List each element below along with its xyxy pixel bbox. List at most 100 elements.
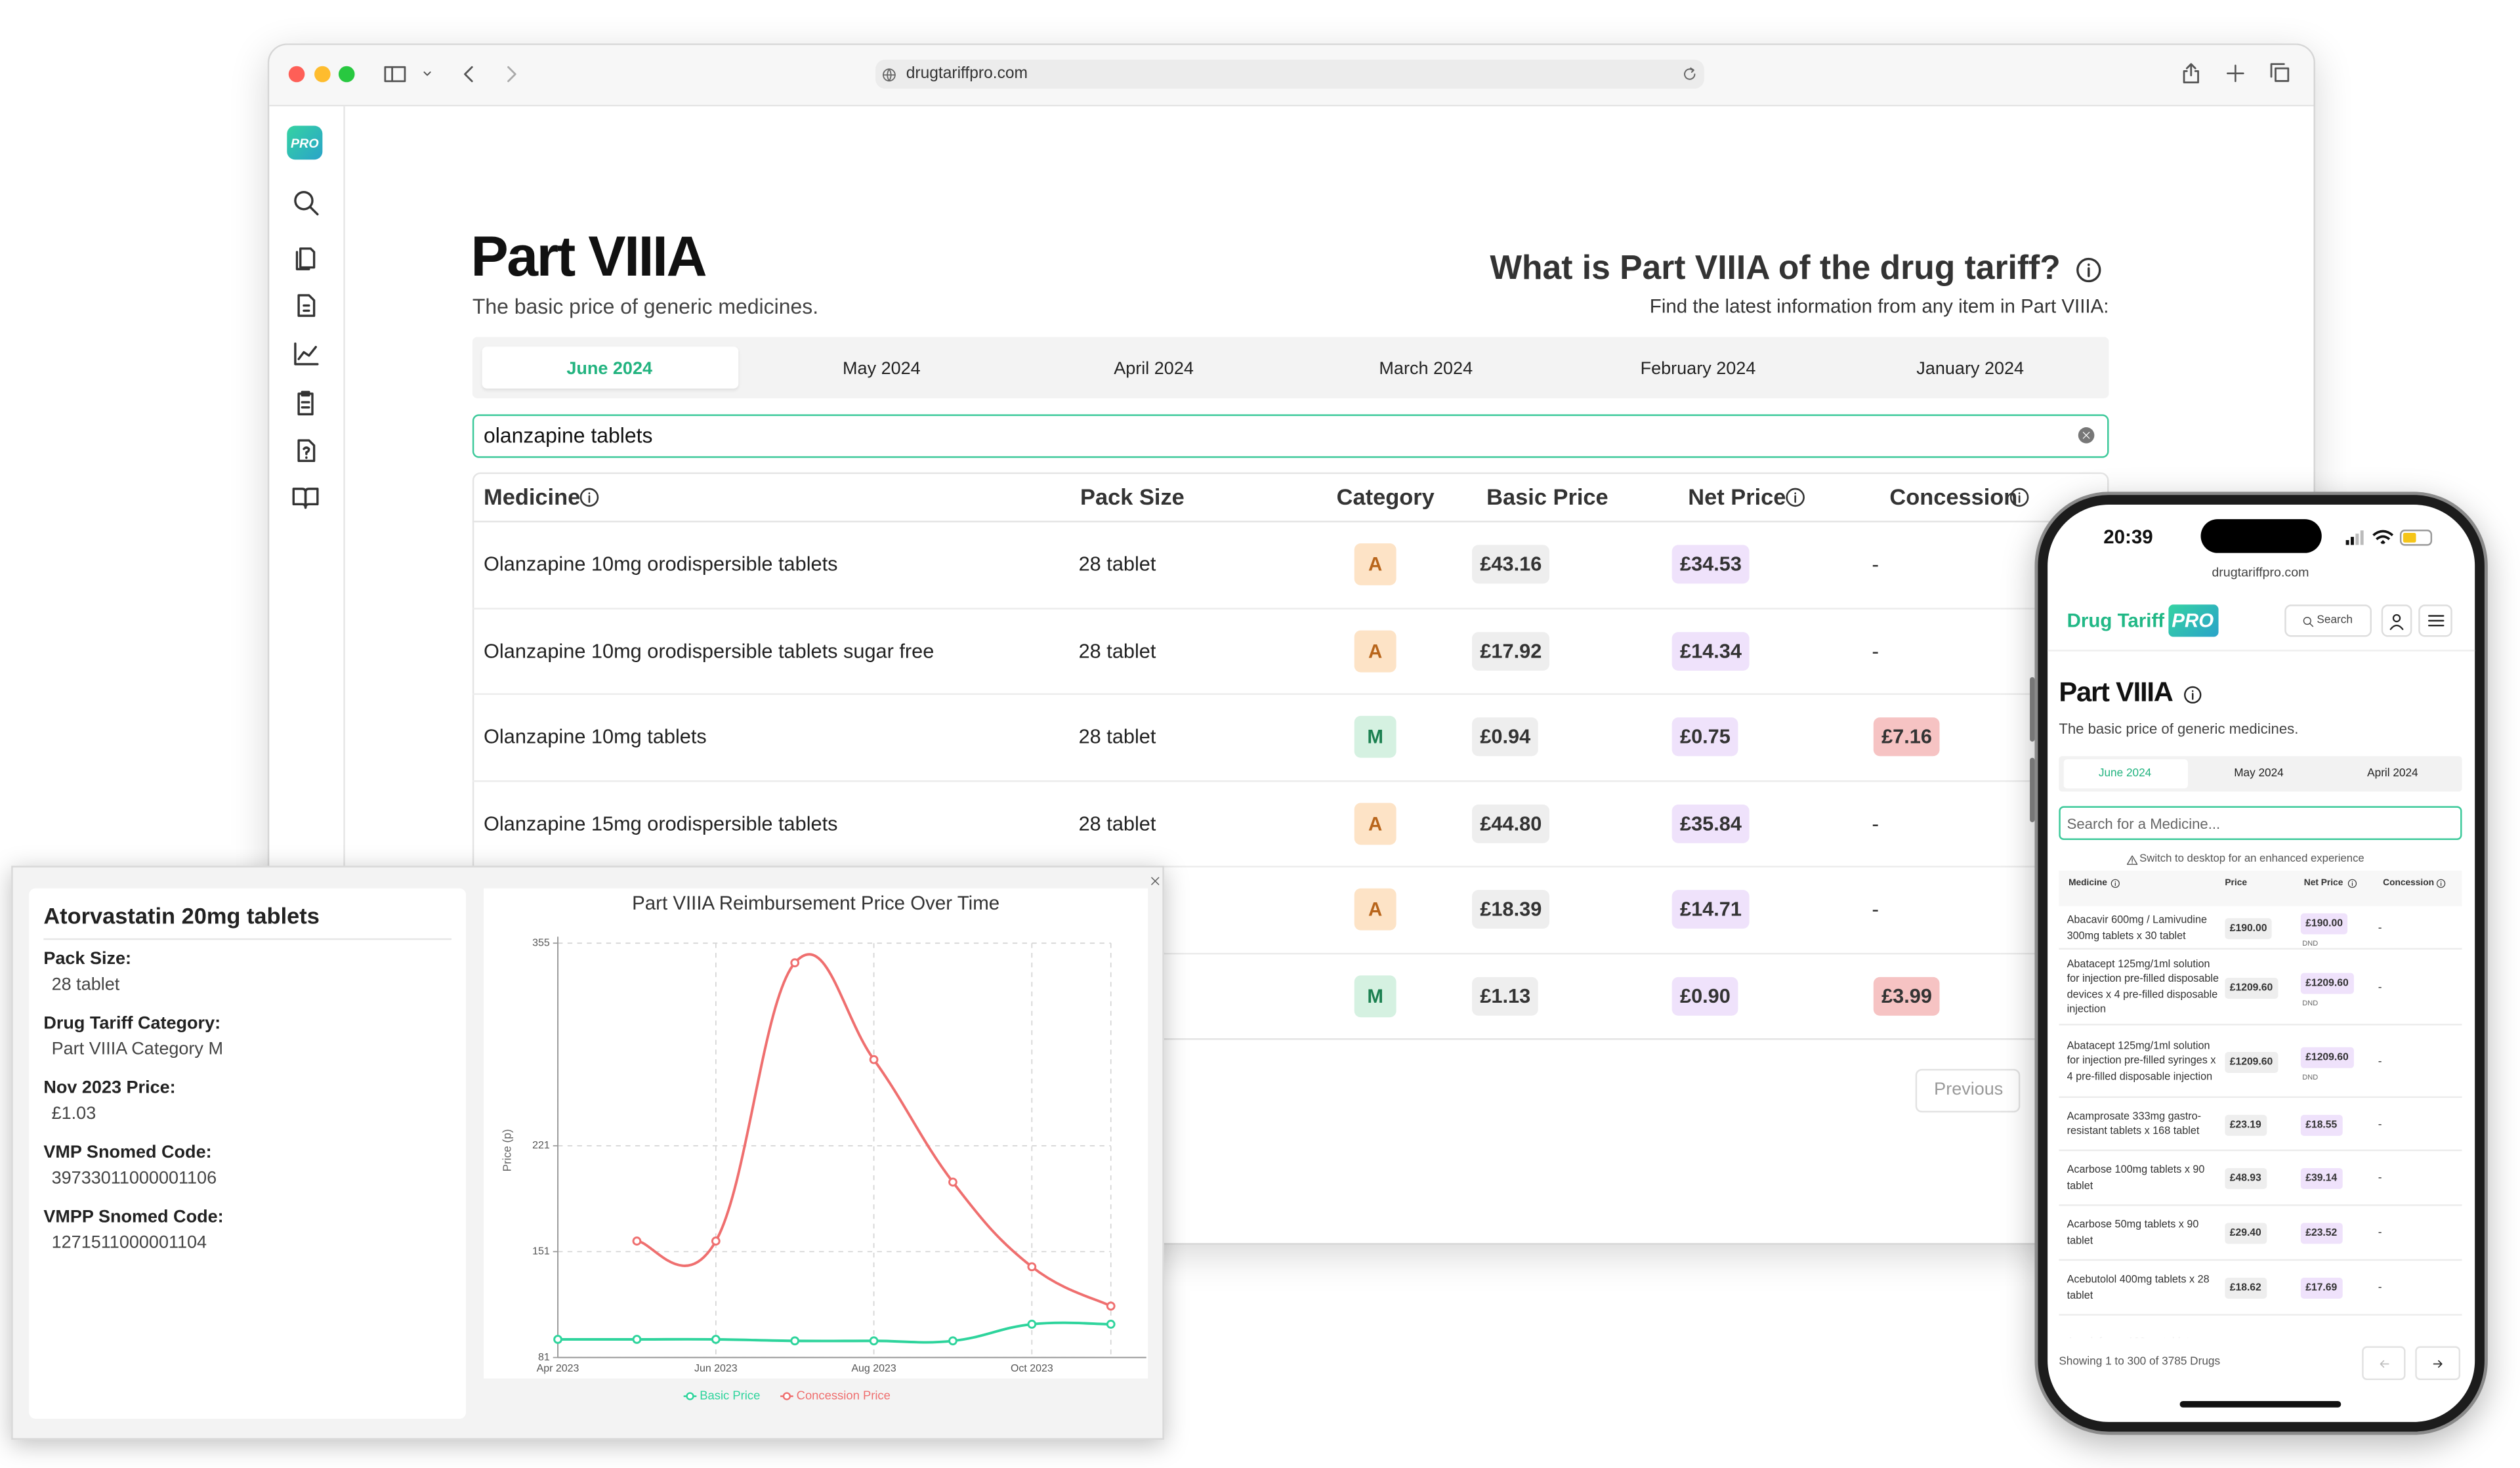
nav-tariff[interactable] [291, 291, 318, 318]
x-tick-label: Aug 2023 [851, 1363, 896, 1374]
field-label: VMPP Snomed Code: [43, 1207, 224, 1227]
phone-tab[interactable]: April 2024 [2367, 768, 2418, 780]
forward-button-shape [507, 66, 516, 83]
phone-url: drugtariffpro.com [2212, 565, 2309, 580]
phone-concession: - [2378, 1173, 2382, 1185]
close-button[interactable] [288, 66, 305, 83]
phone-net-note: DND [2302, 997, 2319, 1007]
month-tab[interactable]: March 2024 [1379, 359, 1473, 379]
phone-column-info [2347, 879, 2357, 888]
concession: - [1872, 638, 1880, 663]
nav-tariff-shape [297, 293, 315, 316]
phone-notice: Switch to desktop for an enhanced experi… [2139, 853, 2364, 866]
help-info-icon[interactable] [2074, 255, 2102, 283]
logo-text: PRO [291, 136, 319, 151]
medicine-name[interactable]: Olanzapine 10mg orodispersible tablets s… [484, 639, 934, 662]
detail-card [29, 888, 467, 1419]
month-tab[interactable]: June 2024 [566, 359, 653, 379]
month-tab[interactable]: May 2024 [843, 359, 921, 379]
month-tab[interactable]: February 2024 [1640, 359, 1756, 379]
phone-table-body: Abacavir 600mg / Lamivudine 300mg tablet… [2059, 908, 2462, 1338]
minimize-button[interactable] [314, 66, 331, 83]
month-tab[interactable]: April 2024 [1114, 359, 1194, 379]
data-point [632, 1335, 642, 1344]
column-header: Category [1336, 484, 1435, 510]
phone-concession: - [2378, 1056, 2382, 1068]
phone-net-price: £190.00 [2300, 913, 2348, 934]
x-tick-label: Jun 2023 [694, 1363, 738, 1374]
nav-guide[interactable] [291, 483, 318, 511]
nav-search-shape [293, 190, 313, 210]
phone-user-icon-shape [2391, 613, 2400, 621]
nav-help[interactable] [291, 436, 318, 464]
phone-tab[interactable]: May 2024 [2234, 768, 2284, 780]
phone-row-divider [2059, 1204, 2462, 1206]
popup-close[interactable] [1148, 875, 1160, 886]
phone-net-price: £39.14 [2300, 1167, 2342, 1189]
y-tick-label: 221 [532, 1140, 550, 1151]
sidebar-divider [343, 106, 345, 1245]
status-icons [2345, 530, 2433, 546]
phone-price: £18.62 [2225, 1278, 2267, 1299]
nav-clipboard[interactable] [291, 388, 318, 415]
phone-medicine-name[interactable]: Acebutolol 400mg tablets x 28 tablet [2067, 1274, 2210, 1301]
chart: Part VIIIA Reimbursement Price Over Time… [500, 892, 1146, 1402]
phone-medicine-name[interactable]: Abatacept 125mg/1ml solution for injecti… [2067, 1040, 2216, 1083]
phone-net-price: £1209.60 [2300, 1046, 2354, 1068]
nav-tariff-shape [302, 303, 310, 311]
basic-price: £1.13 [1472, 976, 1539, 1015]
legend-label: Basic Price [700, 1388, 760, 1402]
phone-next-button[interactable] [2415, 1346, 2461, 1381]
phone-prev-button[interactable] [2362, 1346, 2406, 1381]
search-input[interactable] [472, 414, 2109, 458]
phone-price: £48.93 [2225, 1167, 2267, 1189]
previous-label[interactable]: Previous [1934, 1080, 2004, 1100]
nav-search[interactable] [291, 188, 318, 215]
phone-user-button[interactable] [2381, 604, 2412, 637]
phone-price: £29.40 [2225, 1223, 2267, 1244]
nav-documents[interactable] [291, 243, 318, 270]
phone-search-icon [2302, 616, 2313, 627]
phone-search-button[interactable] [2284, 604, 2372, 637]
zoom-button[interactable] [338, 66, 355, 83]
phone-medicine-name[interactable]: Acarbose 100mg tablets x 90 tablet [2067, 1164, 2205, 1192]
phone-medicine-name[interactable]: Acarbose 50mg tablets x 90 tablet [2067, 1219, 2199, 1247]
share-button [2183, 63, 2199, 84]
phone-medicine-name[interactable]: Abatacept 125mg/1ml solution for injecti… [2067, 958, 2219, 1016]
phone-medicine-name[interactable]: Abacavir 600mg / Lamivudine 300mg tablet… [2067, 915, 2208, 942]
net-price: £34.53 [1671, 545, 1750, 584]
y-axis-label: Price (p) [500, 1129, 513, 1171]
url-bar[interactable] [875, 59, 1704, 89]
category-badge [1354, 543, 1396, 585]
previous-button[interactable] [1915, 1068, 2021, 1113]
column-info-icon-shape [579, 487, 598, 506]
chart-card [484, 888, 1148, 1379]
logo[interactable] [287, 125, 323, 160]
field-value: 28 tablet [51, 975, 120, 995]
phone-medicine-name[interactable]: Acamprosate 333mg gastro-resistant table… [2067, 1110, 2202, 1138]
data-point [790, 1336, 800, 1346]
phone-search-input[interactable] [2059, 806, 2462, 840]
column-header: Basic Price [1486, 484, 1608, 510]
nav-guide-shape [291, 486, 306, 509]
notice-icon [2126, 854, 2137, 864]
medicine-name[interactable]: Olanzapine 10mg orodispersible tablets [484, 553, 838, 576]
new-tab-button-shape [2225, 64, 2244, 81]
phone-price: £190.00 [2225, 918, 2272, 940]
medicine-name[interactable]: Olanzapine 15mg orodispersible tablets [484, 811, 838, 835]
phone-tab[interactable]: June 2024 [2098, 768, 2152, 780]
phone-menu-button[interactable] [2418, 604, 2452, 637]
month-tab[interactable]: January 2024 [1916, 359, 2025, 379]
data-point [948, 1336, 957, 1346]
x-tick-label: Apr 2023 [537, 1363, 579, 1374]
category: A [1368, 811, 1383, 835]
phone-menu-icon-shape [2427, 615, 2445, 627]
basic-price: £0.94 [1472, 717, 1539, 757]
nav-charts[interactable] [291, 339, 318, 367]
data-point [711, 1335, 721, 1344]
medicine-name[interactable]: Olanzapine 10mg tablets [484, 725, 707, 748]
phone-active-tab [2063, 759, 2188, 789]
sidebar-toggle-shape [384, 66, 406, 83]
net-price: £35.84 [1671, 803, 1750, 843]
